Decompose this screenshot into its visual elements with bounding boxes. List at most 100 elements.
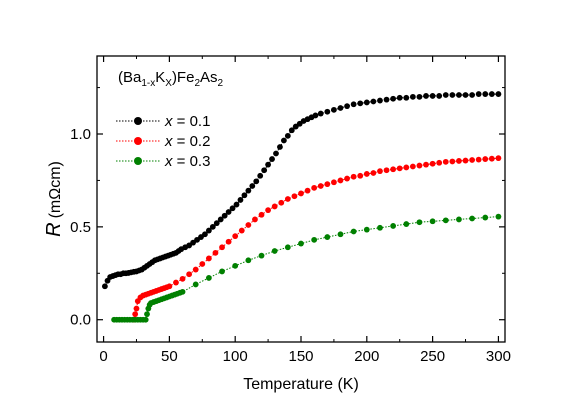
data-point bbox=[469, 92, 475, 98]
x-tick-label: 100 bbox=[223, 348, 248, 365]
series-x=0.2 bbox=[130, 155, 502, 323]
data-point bbox=[482, 214, 489, 221]
data-point bbox=[252, 216, 258, 223]
data-point bbox=[377, 97, 383, 104]
data-point bbox=[469, 215, 475, 222]
legend-entry-x-0.3: x = 0.3 bbox=[116, 153, 210, 170]
legend: x = 0.1 x = 0.2 x = 0.3 bbox=[116, 113, 210, 170]
data-point bbox=[363, 171, 370, 177]
data-point bbox=[291, 193, 298, 200]
data-point bbox=[258, 211, 265, 218]
data-point bbox=[101, 283, 108, 290]
data-point bbox=[383, 96, 390, 103]
y-tick-label: 0.5 bbox=[70, 219, 91, 236]
data-point bbox=[241, 192, 248, 199]
data-point bbox=[237, 197, 244, 203]
data-point bbox=[298, 190, 304, 197]
data-point bbox=[416, 93, 423, 100]
series-line bbox=[104, 93, 499, 287]
data-point bbox=[205, 227, 212, 234]
data-point bbox=[229, 205, 236, 212]
y-tick-label: 0.0 bbox=[70, 312, 91, 329]
data-point bbox=[456, 216, 462, 223]
data-point bbox=[429, 218, 436, 225]
data-point bbox=[205, 255, 212, 262]
y-tick-label: 1.0 bbox=[70, 126, 91, 143]
series-layer bbox=[101, 91, 502, 323]
data-point bbox=[475, 156, 482, 163]
data-point bbox=[232, 233, 239, 240]
data-point bbox=[488, 155, 495, 162]
data-point bbox=[298, 240, 304, 247]
data-point bbox=[337, 105, 344, 111]
legend-entry-x-0.2: x = 0.2 bbox=[116, 133, 210, 150]
data-point bbox=[245, 187, 252, 194]
data-point bbox=[288, 127, 295, 134]
data-point bbox=[311, 184, 318, 191]
legend-marker-x-0.1 bbox=[134, 117, 142, 125]
data-point bbox=[217, 216, 224, 223]
data-point bbox=[350, 228, 357, 235]
data-point bbox=[166, 283, 173, 290]
data-point bbox=[456, 158, 462, 164]
data-point bbox=[179, 288, 186, 295]
data-point bbox=[449, 92, 456, 98]
data-point bbox=[271, 203, 278, 210]
series-line bbox=[114, 216, 499, 321]
data-point bbox=[173, 279, 179, 286]
data-point bbox=[357, 172, 364, 179]
data-point bbox=[337, 231, 344, 238]
data-point bbox=[377, 168, 383, 175]
data-point bbox=[370, 170, 377, 176]
data-point bbox=[258, 252, 265, 259]
data-point bbox=[179, 275, 186, 282]
data-point bbox=[273, 150, 279, 157]
data-point bbox=[312, 112, 319, 119]
data-point bbox=[199, 261, 206, 267]
data-point bbox=[280, 137, 287, 144]
data-point bbox=[265, 207, 271, 214]
data-point bbox=[357, 100, 364, 107]
data-point bbox=[337, 177, 344, 184]
data-point bbox=[225, 209, 232, 215]
data-point bbox=[233, 201, 240, 208]
series-x=0.3 bbox=[111, 213, 502, 323]
data-point bbox=[144, 311, 150, 318]
data-point bbox=[304, 187, 311, 194]
data-point bbox=[257, 172, 264, 179]
data-point bbox=[331, 179, 337, 186]
data-point bbox=[370, 98, 377, 105]
data-point bbox=[311, 236, 318, 243]
data-point bbox=[363, 226, 370, 233]
data-point bbox=[317, 110, 324, 117]
x-tick-label: 300 bbox=[486, 348, 511, 365]
data-point bbox=[142, 316, 149, 323]
data-point bbox=[278, 199, 285, 206]
x-tick-label: 150 bbox=[288, 348, 313, 365]
data-point bbox=[475, 91, 482, 97]
axis-ticks: 0 50 100 150 200 250 300 0.0 0.5 1.0 bbox=[70, 56, 511, 365]
data-point bbox=[212, 249, 219, 256]
data-point bbox=[186, 271, 193, 278]
data-point bbox=[219, 244, 225, 251]
chart-title: (Ba1-xKX)Fe2As2 bbox=[118, 69, 224, 89]
data-point bbox=[429, 160, 436, 167]
data-point bbox=[495, 91, 502, 97]
x-tick-label: 0 bbox=[99, 348, 107, 365]
data-point bbox=[192, 266, 199, 273]
data-point bbox=[261, 167, 268, 174]
x-tick-label: 50 bbox=[161, 348, 178, 365]
data-point bbox=[423, 161, 429, 168]
data-point bbox=[416, 219, 423, 226]
data-point bbox=[238, 227, 245, 234]
data-point bbox=[429, 93, 436, 99]
data-point bbox=[221, 212, 228, 219]
data-point bbox=[390, 166, 397, 173]
data-point bbox=[324, 181, 331, 188]
data-point bbox=[245, 222, 252, 228]
data-point bbox=[403, 94, 410, 101]
legend-label-x-0.3: x = 0.3 bbox=[164, 153, 210, 170]
data-point bbox=[271, 248, 278, 254]
data-point bbox=[436, 93, 443, 99]
series-x=0.1 bbox=[101, 91, 502, 290]
